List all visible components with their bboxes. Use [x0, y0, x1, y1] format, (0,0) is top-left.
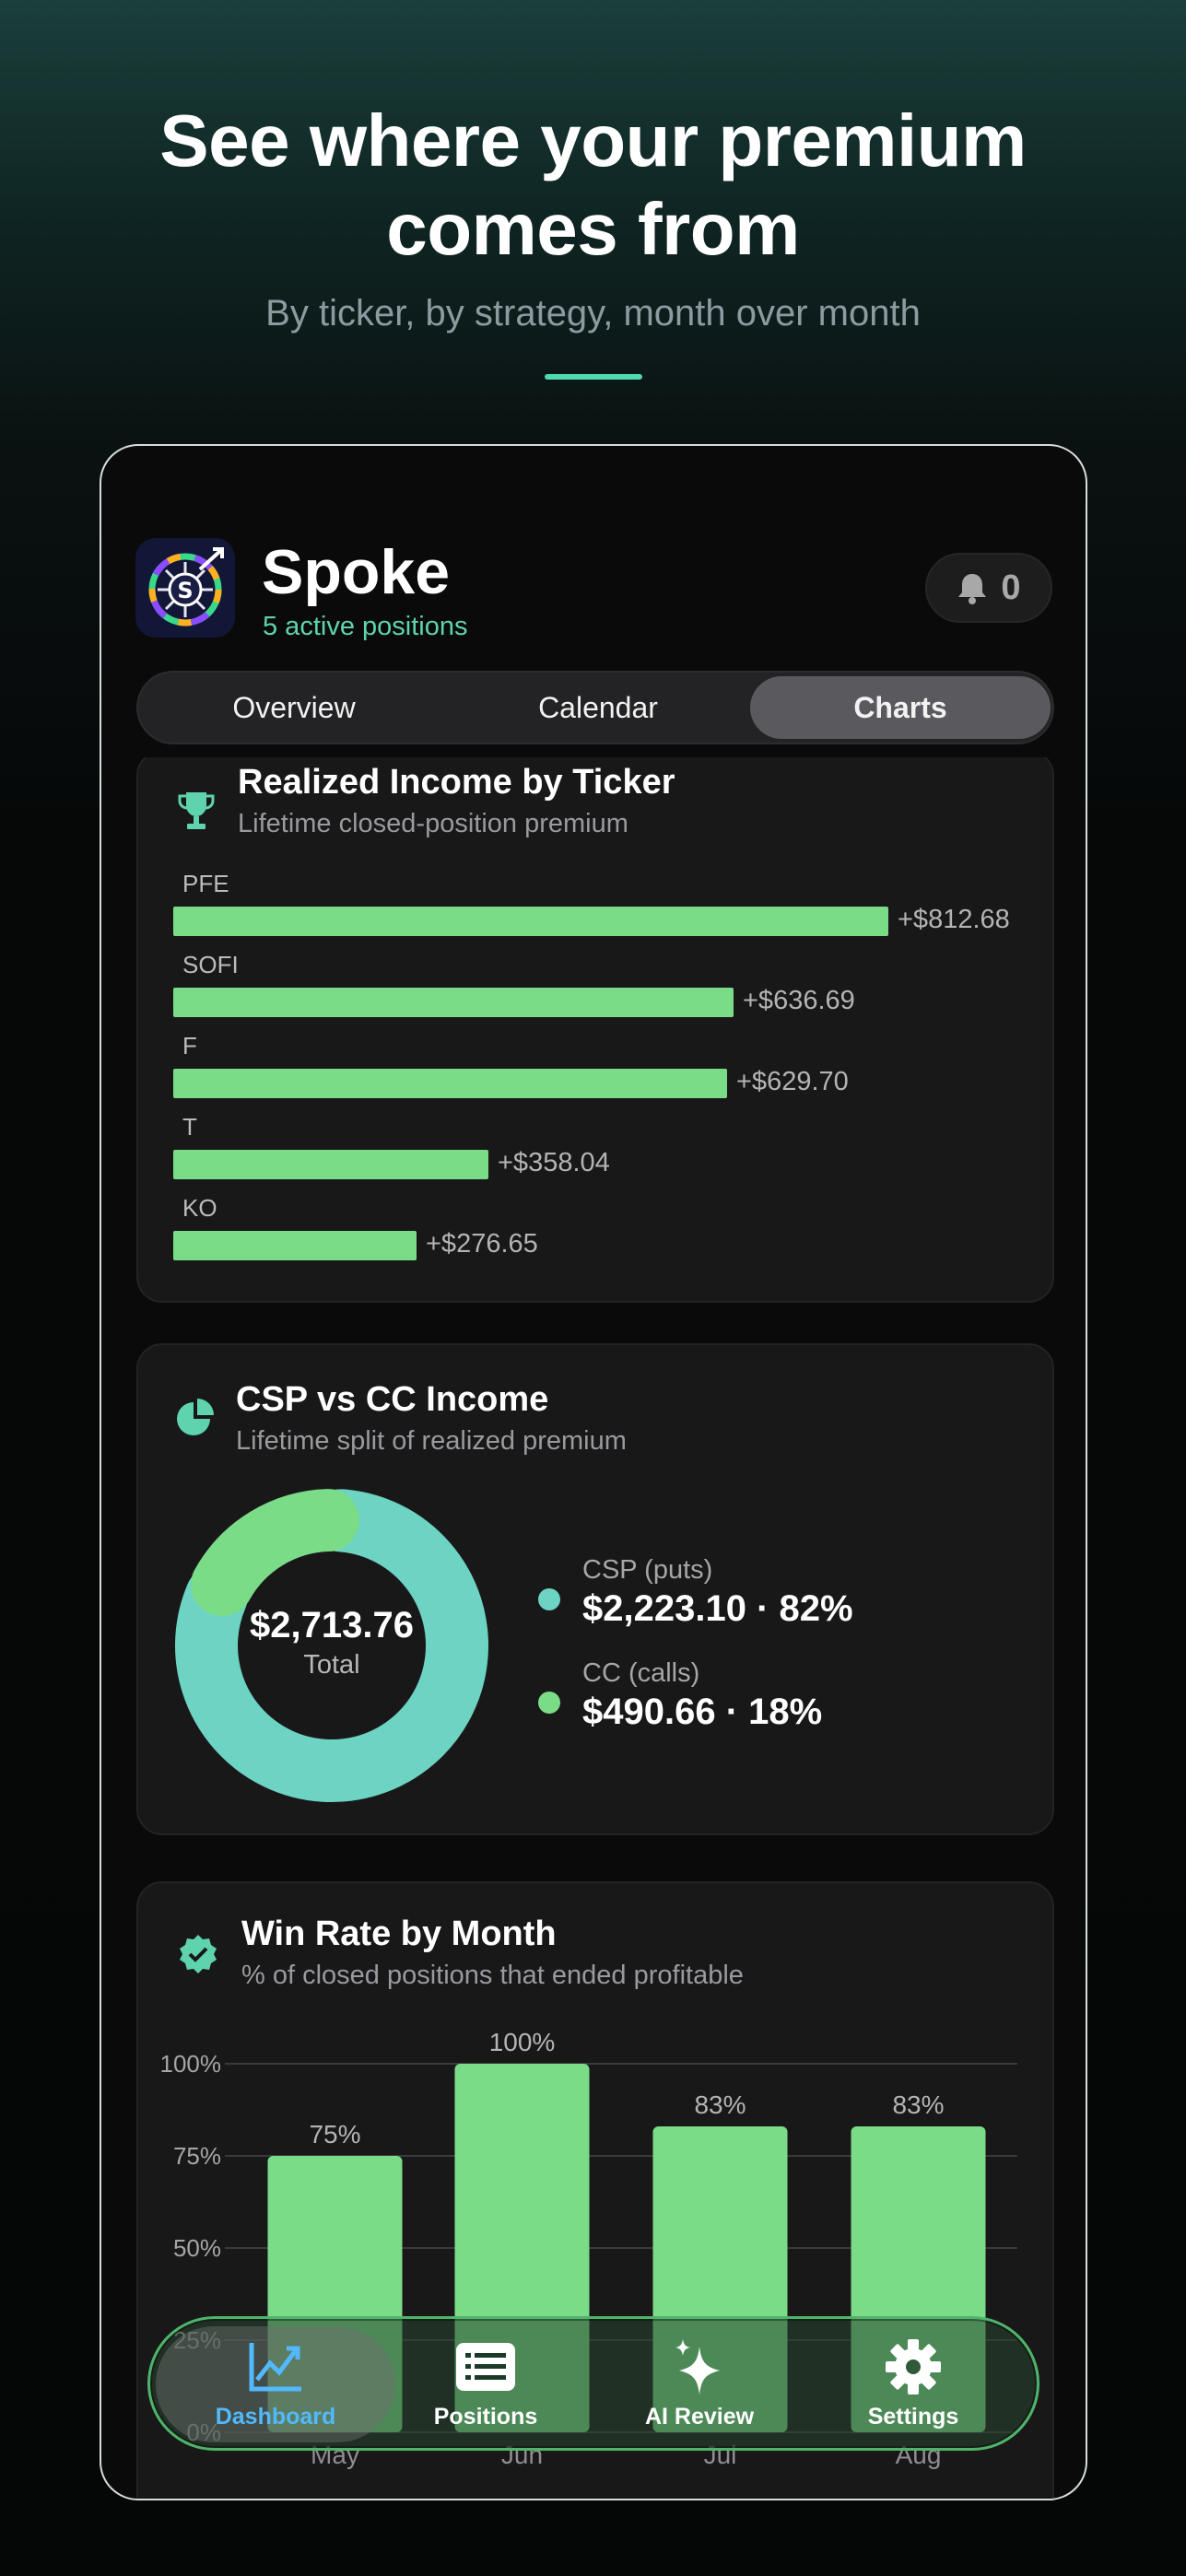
income-value-label: +$636.69 — [743, 986, 855, 1015]
win-rate-value-label: 100% — [489, 2028, 556, 2056]
notification-count: 0 — [1001, 568, 1021, 607]
income-donut-chart — [175, 1489, 488, 1802]
income-bar-chart: PFE +$812.68 SOFI +$636.69 F +$629.70 T +$358.0… — [138, 757, 1052, 1301]
view-segmented-control: Overview Calendar Charts — [136, 671, 1054, 744]
legend-value-cc: $490.66 · 18% — [582, 1692, 823, 1732]
hero-title-line2: comes from — [386, 188, 800, 270]
tab-calendar[interactable]: Calendar — [538, 691, 658, 724]
ticker-label: T — [182, 1113, 197, 1141]
spoke-app-icon: S — [135, 538, 235, 638]
income-value-label: +$276.65 — [426, 1229, 538, 1259]
card-subtitle: % of closed positions that ended profita… — [241, 1961, 744, 1990]
realized-income-card: Realized Income by Ticker Lifetime close… — [136, 757, 1054, 1303]
pie-chart-icon — [177, 1399, 214, 1435]
win-rate-value-label: 83% — [694, 2090, 746, 2119]
hero-divider — [545, 374, 642, 380]
card-title: Win Rate by Month — [241, 1914, 557, 1953]
line-chart-icon — [249, 2343, 301, 2392]
tab-charts[interactable]: Charts — [750, 676, 1051, 739]
sparkles-icon — [675, 2339, 720, 2395]
active-positions-count: 5 active positions — [263, 612, 468, 641]
card-title: Realized Income by Ticker — [238, 763, 675, 802]
card-subtitle: Lifetime split of realized premium — [236, 1426, 627, 1456]
income-bar[interactable] — [173, 907, 888, 936]
tab-overview[interactable]: Overview — [232, 691, 356, 724]
tab-label: Dashboard — [215, 2404, 336, 2430]
donut-total-value: $2,713.76 — [250, 1605, 414, 1645]
charts-scroll-area[interactable]: Realized Income by Ticker Lifetime close… — [101, 757, 1086, 2499]
card-subtitle: Lifetime closed-position premium — [238, 809, 628, 838]
hero-title: See where your premium comes from — [0, 97, 1186, 274]
tab-label: AI Review — [644, 2404, 755, 2430]
phone-screen: S Spoke 5 active positions 0 Overview Ca… — [100, 444, 1087, 2500]
trophy-icon — [178, 792, 215, 829]
legend-dot-csp — [538, 1588, 560, 1610]
ticker-label: PFE — [182, 870, 229, 897]
win-rate-value-label: 75% — [309, 2120, 360, 2149]
win-rate-value-label: 83% — [892, 2090, 944, 2119]
notifications-button[interactable]: 0 — [925, 553, 1052, 623]
legend-label-csp: CSP (puts) — [582, 1555, 713, 1585]
tab-label: Positions — [433, 2404, 538, 2430]
hero-subtitle: By ticker, by strategy, month over month — [265, 293, 921, 334]
donut-total-label: Total — [303, 1650, 360, 1680]
ticker-label: KO — [182, 1194, 217, 1222]
income-bar[interactable] — [173, 1231, 417, 1260]
legend-dot-cc — [538, 1692, 560, 1714]
tab-ai-review[interactable]: AI Review — [607, 2319, 792, 2448]
svg-text:S: S — [177, 578, 193, 603]
income-value-label: +$629.70 — [736, 1067, 849, 1096]
verified-badge-icon — [180, 1935, 217, 1973]
donut-slice[interactable] — [175, 1489, 488, 1802]
y-tick-label: 50% — [173, 2234, 221, 2262]
spoke-logo-graphic: S — [135, 538, 235, 638]
ticker-label: SOFI — [182, 951, 239, 978]
y-tick-label: 100% — [160, 2050, 222, 2078]
hero-title-line1: See where your premium — [159, 100, 1027, 181]
tab-positions[interactable]: Positions — [393, 2319, 578, 2448]
income-value-label: +$812.68 — [898, 905, 1010, 934]
tab-dashboard[interactable]: Dashboard — [183, 2319, 368, 2448]
legend-label-cc: CC (calls) — [582, 1658, 700, 1688]
legend-value-csp: $2,223.10 · 82% — [582, 1588, 853, 1629]
income-value-label: +$358.04 — [498, 1148, 610, 1177]
csp-vs-cc-card: CSP vs CC Income Lifetime split of reali… — [136, 1343, 1054, 1835]
income-bar[interactable] — [173, 988, 734, 1017]
ticker-label: F — [182, 1032, 197, 1060]
income-bar[interactable] — [173, 1150, 488, 1179]
y-tick-label: 75% — [173, 2142, 221, 2170]
bottom-tab-bar: Dashboard Positions AI Review — [147, 2316, 1039, 2451]
tab-label: Settings — [867, 2404, 959, 2430]
bell-icon — [958, 574, 987, 604]
app-name: Spoke — [262, 537, 451, 607]
card-title: CSP vs CC Income — [236, 1380, 549, 1419]
income-bar[interactable] — [173, 1069, 727, 1098]
donut-center: $2,713.76 Total — [171, 1605, 492, 1680]
list-icon — [456, 2343, 515, 2391]
gear-icon — [886, 2339, 941, 2395]
tab-settings[interactable]: Settings — [821, 2319, 1005, 2448]
active-tab-highlight — [156, 2326, 395, 2442]
